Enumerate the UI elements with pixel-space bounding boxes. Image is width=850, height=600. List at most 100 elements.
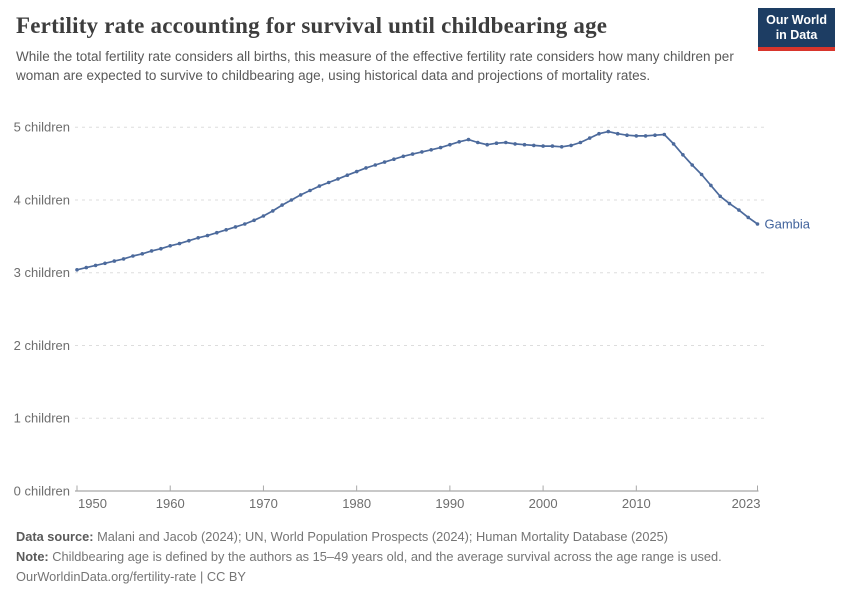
data-point [597, 131, 601, 136]
data-point [149, 249, 154, 253]
data-point [504, 140, 508, 145]
data-point [569, 143, 573, 148]
note-line: Note: Childbearing age is defined by the… [16, 547, 836, 567]
x-axis-tick-label: 1980 [342, 496, 371, 511]
data-point [541, 144, 545, 148]
data-point [112, 259, 117, 263]
data-point [587, 136, 592, 140]
data-point [103, 261, 107, 266]
data-point [737, 208, 741, 212]
data-point [280, 203, 284, 207]
data-point [131, 254, 135, 258]
data-point [466, 137, 471, 142]
data-point [643, 134, 648, 138]
data-point [662, 132, 667, 137]
trend-line [76, 130, 759, 271]
y-axis-tick-label: 2 children [14, 338, 70, 353]
series-label-gambia[interactable]: Gambia [765, 216, 811, 231]
data-point [308, 188, 312, 193]
chart-footer: Data source: Malani and Jacob (2024); UN… [16, 527, 836, 587]
data-point [438, 145, 443, 150]
y-axis-tick-label: 4 children [14, 192, 70, 207]
data-point [187, 238, 191, 243]
data-point [410, 152, 415, 156]
data-point [224, 228, 228, 232]
x-axis-tick-label: 1960 [156, 496, 185, 511]
data-point [336, 177, 340, 181]
data-point [522, 142, 527, 147]
data-point [271, 209, 275, 213]
data-point [261, 214, 266, 218]
data-point [392, 157, 396, 161]
data-source-line: Data source: Malani and Jacob (2024); UN… [16, 527, 836, 547]
data-point [578, 140, 583, 145]
data-point [429, 148, 434, 152]
data-point [681, 153, 685, 157]
x-axis-tick-label: 1990 [435, 496, 464, 511]
data-source-text: Malani and Jacob (2024); UN, World Popul… [97, 529, 669, 544]
data-point [364, 166, 368, 170]
data-point [690, 163, 694, 167]
note-text: Childbearing age is defined by the autho… [52, 549, 722, 564]
owid-logo[interactable]: Our World in Data [758, 8, 835, 51]
x-axis-tick-label: 1950 [78, 496, 107, 511]
data-point [606, 129, 611, 134]
data-point [75, 268, 79, 272]
owid-logo-line1: Our World [766, 13, 827, 27]
data-point [326, 180, 331, 185]
data-point [718, 194, 722, 199]
x-axis-tick-label: 2023 [732, 496, 761, 511]
y-axis-tick-label: 5 children [14, 120, 70, 135]
data-point [653, 133, 657, 137]
data-point [709, 183, 713, 188]
owid-logo-line2: in Data [775, 28, 818, 42]
data-point [476, 140, 480, 145]
data-point [382, 160, 387, 164]
data-point [746, 215, 750, 220]
data-point [177, 241, 182, 246]
data-point [215, 230, 219, 235]
data-point [550, 144, 555, 148]
data-point [457, 140, 462, 144]
data-point [532, 143, 536, 148]
data-point [159, 246, 163, 251]
license-line: OurWorldinData.org/fertility-rate | CC B… [16, 567, 836, 587]
y-axis-tick-label: 3 children [14, 265, 70, 280]
data-point [345, 173, 350, 177]
data-point [233, 225, 238, 229]
data-point [121, 257, 126, 261]
data-point [354, 169, 359, 174]
data-point [205, 233, 210, 238]
data-point [168, 244, 172, 248]
y-axis-tick-label: 0 children [14, 484, 70, 499]
data-point [625, 133, 629, 137]
data-point [727, 201, 732, 206]
data-point [289, 198, 294, 202]
data-point [559, 145, 564, 149]
data-point [317, 184, 322, 188]
data-point [699, 172, 704, 177]
data-source-label: Data source: [16, 529, 94, 544]
data-point [615, 131, 620, 136]
page-title: Fertility rate accounting for survival u… [16, 13, 608, 38]
note-label: Note: [16, 549, 49, 564]
chart-subtitle: While the total fertility rate considers… [16, 49, 734, 84]
data-point [485, 142, 490, 147]
x-axis-tick-label: 2000 [529, 496, 558, 511]
data-point [252, 218, 256, 223]
data-point [494, 141, 499, 145]
data-point [448, 142, 452, 147]
y-axis-tick-label: 1 children [14, 411, 70, 426]
data-point [671, 142, 676, 146]
data-point [243, 222, 247, 226]
x-axis-tick-label: 2010 [622, 496, 651, 511]
data-point [513, 142, 517, 146]
chart-header: Fertility rate accounting for survival u… [16, 13, 761, 85]
data-point [84, 265, 89, 270]
data-point [755, 222, 760, 226]
data-point [634, 134, 639, 138]
data-point [196, 236, 200, 240]
data-point [140, 252, 145, 256]
